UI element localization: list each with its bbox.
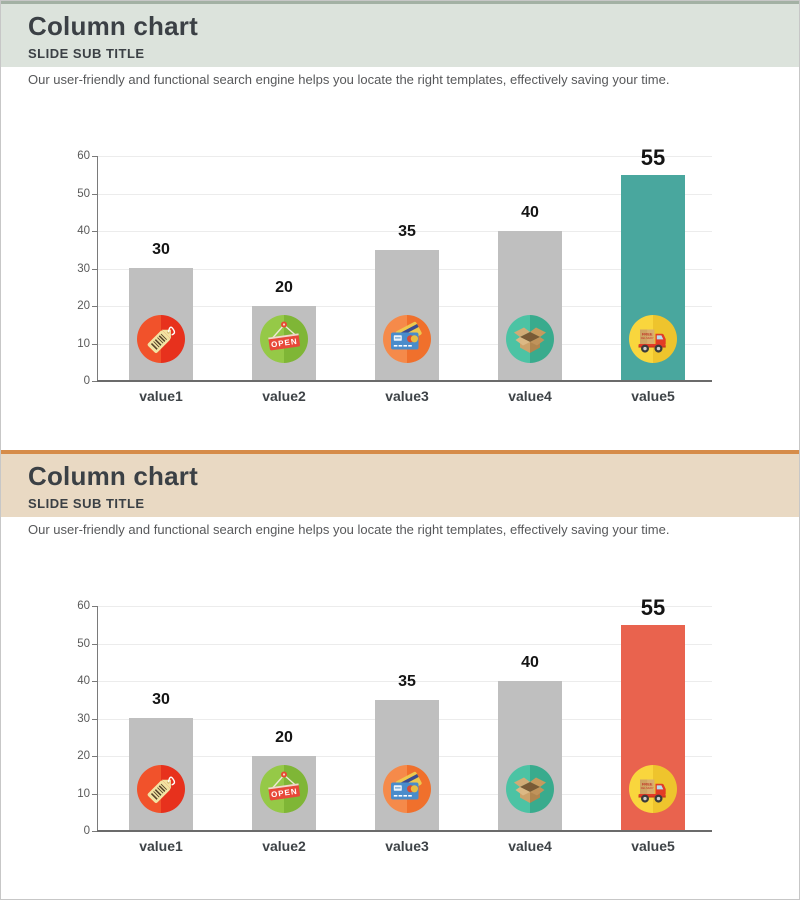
category-label: value4 (508, 388, 552, 404)
open-sign-icon: OPEN (260, 315, 308, 363)
slide-header-band (0, 454, 800, 517)
svg-text:OPEN: OPEN (271, 337, 299, 350)
x-axis-line (97, 380, 712, 382)
category-label: value2 (262, 838, 306, 854)
bar-value-label: 20 (275, 729, 293, 746)
y-axis-tick (92, 343, 97, 345)
slide-2: Column chart SLIDE SUB TITLE Our user-fr… (0, 450, 800, 900)
delivery-truck-icon: FREE DELIVERY (629, 765, 677, 813)
gridline (98, 193, 712, 195)
y-axis-tick-label: 0 (83, 825, 90, 837)
category-label: value4 (508, 838, 552, 854)
bar-value-label: 55 (640, 595, 666, 620)
bar-value-label: 35 (398, 223, 416, 240)
y-axis-tick (92, 793, 97, 795)
y-axis-tick-label: 60 (77, 600, 90, 612)
category-label: value5 (631, 838, 675, 854)
y-axis-tick (92, 718, 97, 720)
category-label: value1 (139, 838, 183, 854)
y-axis-tick-label: 10 (77, 787, 90, 800)
column-chart: 0 10 20 30 40 50 60 30 value1 20 (77, 145, 712, 404)
slide-description: Our user-friendly and functional search … (28, 522, 670, 537)
credit-cards-icon (383, 765, 431, 813)
bar-value-label: 30 (152, 241, 170, 258)
y-axis-tick-label: 0 (83, 375, 90, 387)
y-axis-tick (92, 306, 97, 307)
slide-accent-bar (0, 0, 800, 4)
svg-text:FREE: FREE (642, 332, 653, 337)
y-axis-tick (92, 381, 97, 382)
slide-subtitle: SLIDE SUB TITLE (28, 46, 145, 61)
open-box-icon (506, 315, 554, 363)
delivery-truck-icon: FREE DELIVERY (629, 315, 677, 363)
category-label: value1 (139, 388, 183, 404)
page-title: Column chart (28, 11, 198, 41)
bar-value-label: 40 (521, 204, 539, 221)
svg-text:FREE: FREE (642, 782, 653, 787)
y-axis-tick-label: 30 (77, 262, 90, 275)
x-axis-line (97, 830, 712, 832)
y-axis-tick-label: 60 (77, 150, 90, 162)
gridline (98, 231, 712, 232)
bar-value-label: 30 (152, 691, 170, 708)
y-axis-line (97, 156, 98, 381)
y-axis-tick (92, 756, 97, 757)
category-label: value3 (385, 388, 429, 404)
bar-value-label: 40 (521, 654, 539, 671)
gridline (98, 681, 712, 682)
page-title: Column chart (28, 461, 198, 491)
price-tag-icon (137, 765, 185, 813)
y-axis-tick-label: 40 (77, 675, 90, 687)
bar-value-label: 20 (275, 279, 293, 296)
slide-subtitle: SLIDE SUB TITLE (28, 496, 145, 511)
y-axis-tick (92, 156, 97, 157)
y-axis-tick (92, 193, 97, 195)
y-axis-tick-label: 10 (77, 337, 90, 350)
y-axis-tick-label: 50 (77, 187, 90, 200)
y-axis-tick (92, 831, 97, 832)
credit-cards-icon (383, 315, 431, 363)
gridline (98, 156, 712, 157)
category-label: value5 (631, 388, 675, 404)
open-box-icon (506, 765, 554, 813)
category-label: value3 (385, 838, 429, 854)
y-axis-tick-label: 40 (77, 225, 90, 237)
y-axis-tick (92, 268, 97, 270)
y-axis-tick-label: 20 (77, 300, 90, 312)
bar-value-label: 35 (398, 673, 416, 690)
y-axis-tick (92, 606, 97, 607)
slide-1: Column chart SLIDE SUB TITLE Our user-fr… (0, 0, 800, 404)
slide-accent-bar (0, 450, 800, 454)
price-tag-icon (137, 315, 185, 363)
y-axis-tick (92, 681, 97, 682)
column-chart: 0 10 20 30 40 50 60 30 value1 20 (0, 450, 800, 900)
svg-text:OPEN: OPEN (271, 787, 299, 800)
open-sign-icon: OPEN (260, 765, 308, 813)
category-label: value2 (262, 388, 306, 404)
y-axis-line (97, 606, 98, 831)
y-axis-tick-label: 20 (77, 750, 90, 762)
y-axis-tick-label: 30 (77, 712, 90, 725)
gridline (98, 643, 712, 645)
y-axis-tick (92, 231, 97, 232)
slide-header-band (0, 4, 800, 67)
bar-value-label: 55 (640, 145, 666, 170)
y-axis-tick (92, 643, 97, 645)
svg-text:DELIVERY: DELIVERY (641, 786, 654, 790)
svg-text:DELIVERY: DELIVERY (641, 336, 654, 340)
slide-description: Our user-friendly and functional search … (28, 72, 670, 87)
gridline (98, 606, 712, 607)
y-axis-tick-label: 50 (77, 637, 90, 650)
